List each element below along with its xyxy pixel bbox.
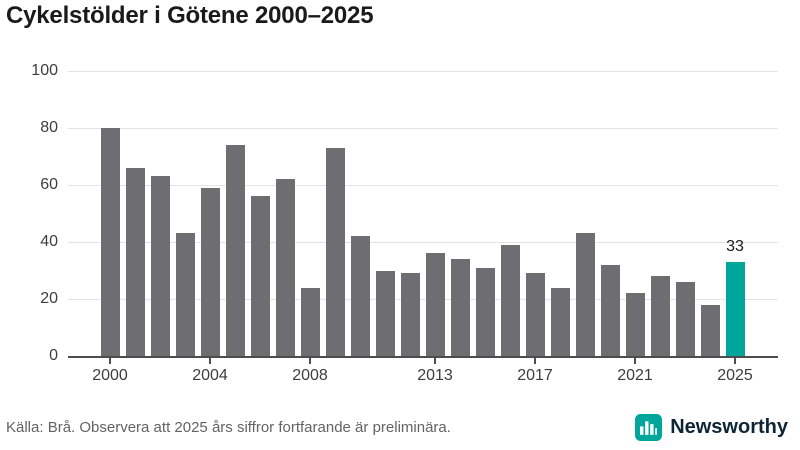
x-axis-line xyxy=(68,356,778,358)
bar-value-label: 33 xyxy=(726,237,744,255)
x-axis-label-2017: 2017 xyxy=(517,367,553,384)
x-axis-label-2021: 2021 xyxy=(617,367,653,384)
source-note: Källa: Brå. Observera att 2025 års siffr… xyxy=(6,418,451,436)
x-axis-tick-2017 xyxy=(534,358,536,364)
newsworthy-wordmark: Newsworthy xyxy=(670,415,788,438)
bar-2001 xyxy=(125,167,145,356)
x-axis-tick-2004 xyxy=(209,358,211,364)
bar-2014 xyxy=(450,259,470,356)
bar-2010 xyxy=(350,236,370,356)
x-axis-tick-2008 xyxy=(309,358,311,364)
x-axis-label-2004: 2004 xyxy=(192,367,228,384)
bar-2008 xyxy=(300,287,320,356)
gridline-60 xyxy=(68,184,778,186)
x-axis-tick-2021 xyxy=(634,358,636,364)
footer: Källa: Brå. Observera att 2025 års siffr… xyxy=(0,406,800,450)
x-axis-tick-2013 xyxy=(434,358,436,364)
x-axis-label-2025: 2025 xyxy=(717,367,753,384)
y-axis-label-0: 0 xyxy=(49,347,58,364)
bar-2011 xyxy=(375,270,395,356)
y-axis-label-60: 60 xyxy=(40,176,58,193)
y-axis-label-80: 80 xyxy=(40,119,58,136)
bar-2012 xyxy=(400,273,420,356)
bar-2016 xyxy=(500,244,520,356)
bar-2025 xyxy=(725,261,745,356)
bar-2020 xyxy=(600,264,620,356)
gridline-20 xyxy=(68,298,778,300)
bar-2009 xyxy=(325,147,345,356)
bar-2006 xyxy=(250,196,270,356)
bar-2007 xyxy=(275,179,295,356)
bar-chart-logo-icon xyxy=(635,413,663,441)
bar-2021 xyxy=(625,293,645,356)
y-axis-label-20: 20 xyxy=(40,290,58,307)
bar-2015 xyxy=(475,267,495,356)
bar-2024 xyxy=(700,304,720,356)
gridline-100 xyxy=(68,70,778,72)
gridline-80 xyxy=(68,127,778,129)
bar-2023 xyxy=(675,281,695,356)
bar-2000 xyxy=(100,128,120,356)
x-axis-label-2013: 2013 xyxy=(417,367,453,384)
bar-2005 xyxy=(225,145,245,356)
chart-title: Cykelstölder i Götene 2000–2025 xyxy=(6,2,374,29)
bar-2019 xyxy=(575,233,595,356)
bar-2003 xyxy=(175,233,195,356)
x-axis-tick-2025 xyxy=(734,358,736,364)
bar-2022 xyxy=(650,276,670,356)
y-axis-label-100: 100 xyxy=(31,62,58,79)
bar-2017 xyxy=(525,273,545,356)
newsworthy-logo: Newsworthy xyxy=(635,413,788,441)
bar-2018 xyxy=(550,287,570,356)
bar-2002 xyxy=(150,176,170,356)
x-axis-label-2008: 2008 xyxy=(292,367,328,384)
y-axis-label-40: 40 xyxy=(40,233,58,250)
x-axis-label-2000: 2000 xyxy=(92,367,128,384)
x-axis-tick-2000 xyxy=(109,358,111,364)
bar-2004 xyxy=(200,187,220,356)
gridline-40 xyxy=(68,241,778,243)
bar-2013 xyxy=(425,253,445,356)
